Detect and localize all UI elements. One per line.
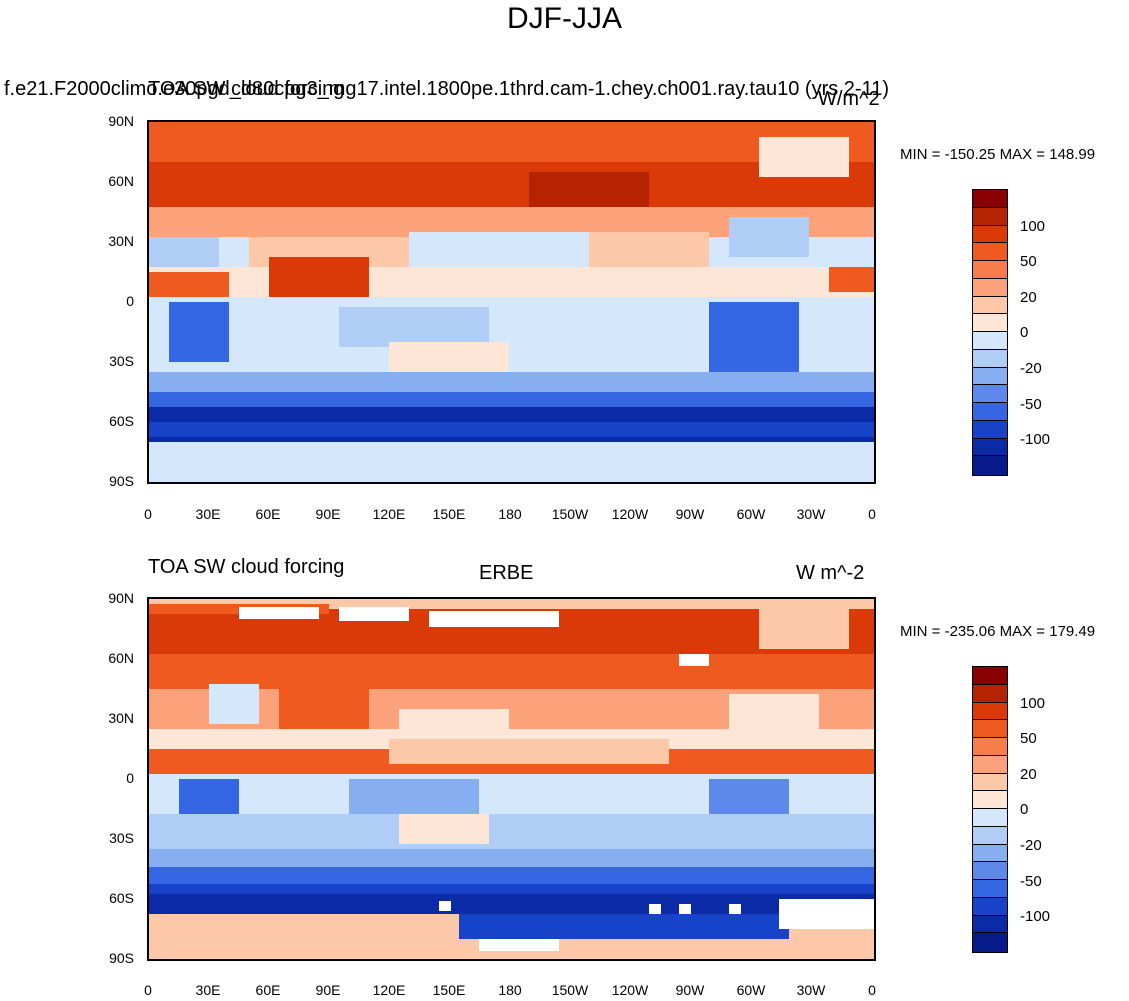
panel-2-colorbar-segment (972, 666, 1008, 686)
panel-2-colorbar-label: -20 (1020, 837, 1042, 854)
panel-2-colorbar-segment (972, 683, 1008, 703)
panel-2-colorbar-segment (972, 825, 1008, 845)
panel-1-colorbar-segment (972, 242, 1008, 262)
panel-1-lon-label: 180 (498, 506, 522, 522)
panel-1-lat-label: 0 (126, 293, 134, 309)
panel-2-lon-label: 120W (611, 982, 649, 998)
panel-1-colorbar-segment (972, 260, 1008, 280)
panel-2-dataset-title: ERBE (479, 562, 534, 584)
panel-2-variable-title: TOA SW cloud forcing (148, 556, 345, 578)
panel-1-case-title: f.e21.F2000climo.e30pgd_d80cpg3_mg17.int… (4, 78, 889, 100)
panel-1-lon-label: 60W (736, 506, 766, 522)
panel-1-lon-label: 150E (432, 506, 466, 522)
panel-2-lon-label: 60E (255, 982, 281, 998)
panel-1-lon-label: 120E (372, 506, 406, 522)
panel-1-colorbar-segment (972, 313, 1008, 333)
panel-1-colorbar-segment (972, 384, 1008, 404)
panel-2-colorbar-segment (972, 737, 1008, 757)
panel-2-colorbar-label: -50 (1020, 873, 1042, 890)
panel-2-lon-label: 0 (144, 982, 152, 998)
panel-1-lon-label: 120W (611, 506, 649, 522)
panel-1-lon-label: 30E (195, 506, 221, 522)
panel-1-colorbar-segment (972, 348, 1008, 368)
panel-1-lon-label: 60E (255, 506, 281, 522)
panel-1-lat-label: 60S (109, 413, 134, 429)
panel-1-colorbar-segment (972, 402, 1008, 422)
panel-1-lat-label: 90N (108, 113, 134, 129)
panel-1-colorbar-segment (972, 419, 1008, 439)
panel-1-lon-label: 90W (675, 506, 705, 522)
panel-1-colorbar-segment (972, 189, 1008, 209)
panel-1-colorbar-label: 50 (1020, 253, 1037, 270)
panel-1-colorbar-label: -20 (1020, 360, 1042, 377)
panel-1-colorbar-segment (972, 224, 1008, 244)
panel-1-map (147, 120, 876, 484)
panel-2-lon-label: 150E (432, 982, 466, 998)
panel-2-colorbar-segment (972, 914, 1008, 934)
panel-2-lat-label: 0 (126, 770, 134, 786)
panel-2-colorbar-label: -100 (1020, 908, 1051, 925)
panel-1-lon-label: 90E (315, 506, 341, 522)
panel-2-lon-label: 90E (315, 982, 341, 998)
panel-2-colorbar-segment (972, 879, 1008, 899)
panel-2-colorbar-segment (972, 719, 1008, 739)
panel-1-colorbar-segment (972, 455, 1008, 476)
panel-1-colorbar-segment (972, 331, 1008, 351)
panel-2-lon-label: 150W (551, 982, 589, 998)
panel-2-lat-label: 30N (108, 710, 134, 726)
panel-2-lat-label: 60N (108, 650, 134, 666)
panel-1-min-max: MIN = -150.25 MAX = 148.99 (900, 146, 1096, 163)
panel-2-colorbar-segment (972, 701, 1008, 721)
panel-2-lat-label: 90S (109, 950, 134, 966)
panel-1-lat-label: 30N (108, 233, 134, 249)
panel-2-colorbar-segment (972, 772, 1008, 792)
panel-1-lon-label: 0 (868, 506, 876, 522)
panel-1-lon-label: 150W (551, 506, 589, 522)
panel-2-units: W m^-2 (796, 562, 865, 584)
panel-2-lon-label: 180 (498, 982, 522, 998)
panel-2-lon-label: 120E (372, 982, 406, 998)
panel-1-lat-label: 60N (108, 173, 134, 189)
panel-1-lat-label: 30S (109, 353, 134, 369)
panel-2-lon-label: 30W (796, 982, 826, 998)
panel-1-colorbar-label: -50 (1020, 396, 1042, 413)
panel-2-map (147, 597, 876, 961)
panel-2-colorbar-label: 100 (1020, 695, 1046, 712)
panel-2-colorbar-segment (972, 861, 1008, 881)
panel-1-colorbar-label: 0 (1020, 324, 1029, 341)
panel-2-lon-label: 60W (736, 982, 766, 998)
panel-2-colorbar-segment (972, 790, 1008, 810)
panel-2-colorbar-label: 20 (1020, 766, 1037, 783)
panel-2-colorbar-label: 50 (1020, 730, 1037, 747)
panel-1-map-field (149, 122, 874, 482)
panel-2-colorbar-segment (972, 754, 1008, 774)
panel-1-variable-title: TOA SW cloud forcing (148, 78, 345, 100)
panel-2-lat-label: 90N (108, 590, 134, 606)
panel-2-colorbar-segment (972, 896, 1008, 916)
panel-1-colorbar-segment (972, 295, 1008, 315)
panel-2-map-field (149, 599, 874, 959)
panel-1-colorbar-label: 100 (1020, 218, 1046, 235)
panel-2-lon-label: 90W (675, 982, 705, 998)
panel-2-colorbar-label: 0 (1020, 801, 1029, 818)
panel-2-colorbar-segment (972, 932, 1008, 953)
panel-2-lat-label: 60S (109, 890, 134, 906)
panel-2-lon-label: 30E (195, 982, 221, 998)
panel-1-colorbar-label: -100 (1020, 431, 1051, 448)
panel-2-colorbar-segment (972, 808, 1008, 828)
panel-2-lat-label: 30S (109, 830, 134, 846)
panel-1-colorbar-label: 20 (1020, 289, 1037, 306)
panel-1-colorbar-segment (972, 206, 1008, 226)
panel-2-colorbar-segment (972, 843, 1008, 863)
panel-1-lon-label: 30W (796, 506, 826, 522)
panel-1-units: W/m^2 (818, 88, 880, 110)
figure-title: DJF-JJA (507, 2, 622, 35)
panel-1-lat-label: 90S (109, 473, 134, 489)
panel-2-lon-label: 0 (868, 982, 876, 998)
panel-1-lon-label: 0 (144, 506, 152, 522)
panel-2-min-max: MIN = -235.06 MAX = 179.49 (900, 623, 1096, 640)
panel-1-colorbar-segment (972, 277, 1008, 297)
panel-1-colorbar-segment (972, 437, 1008, 457)
panel-1-colorbar-segment (972, 366, 1008, 386)
